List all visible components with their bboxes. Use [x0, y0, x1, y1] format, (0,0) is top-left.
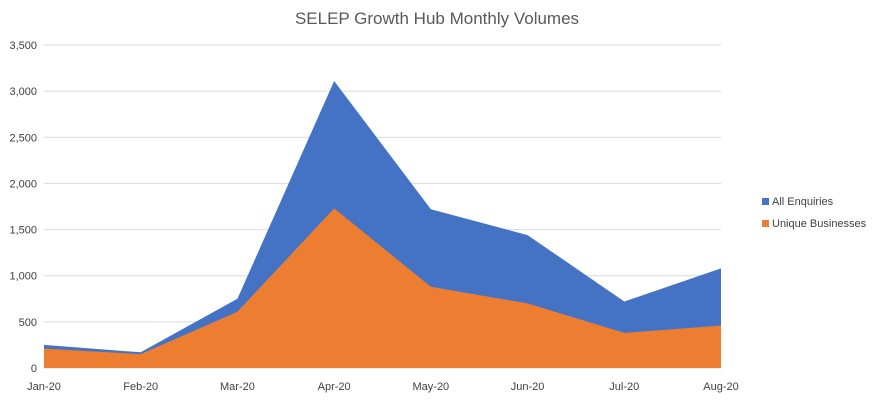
legend: All Enquiries Unique Businesses: [762, 196, 867, 230]
legend-label: Unique Businesses: [772, 218, 867, 230]
y-tick-label: 500: [19, 317, 37, 329]
y-tick-label: 2,000: [9, 178, 37, 190]
y-tick-label: 3,500: [9, 40, 37, 52]
x-tick-label: Apr-20: [318, 381, 351, 393]
y-axis-ticks: 0 500 1,000 1,500 2,000 2,500 3,000 3,500: [9, 40, 37, 375]
y-tick-label: 2,500: [9, 132, 37, 144]
area-series-all-enquiries: [44, 80, 721, 369]
y-tick-label: 3,000: [9, 86, 37, 98]
x-tick-label: Jan-20: [27, 381, 61, 393]
y-tick-label: 1,500: [9, 225, 37, 237]
x-tick-label: Jul-20: [609, 381, 639, 393]
x-tick-label: Aug-20: [703, 381, 738, 393]
series-areas: [44, 80, 721, 369]
x-tick-label: May-20: [413, 381, 450, 393]
x-axis-ticks: Jan-20 Feb-20 Mar-20 Apr-20 May-20 Jun-20 Jul-…: [27, 381, 739, 393]
area-series-unique-businesses: [44, 208, 721, 368]
chart-title: SELEP Growth Hub Monthly Volumes: [295, 9, 579, 28]
y-tick-label: 0: [31, 363, 37, 375]
legend-label: All Enquiries: [772, 196, 834, 208]
y-tick-label: 1,000: [9, 271, 37, 283]
x-tick-label: Feb-20: [123, 381, 158, 393]
x-tick-label: Mar-20: [220, 381, 255, 393]
legend-swatch: [762, 198, 769, 205]
legend-swatch: [762, 220, 769, 227]
x-tick-label: Jun-20: [511, 381, 545, 393]
